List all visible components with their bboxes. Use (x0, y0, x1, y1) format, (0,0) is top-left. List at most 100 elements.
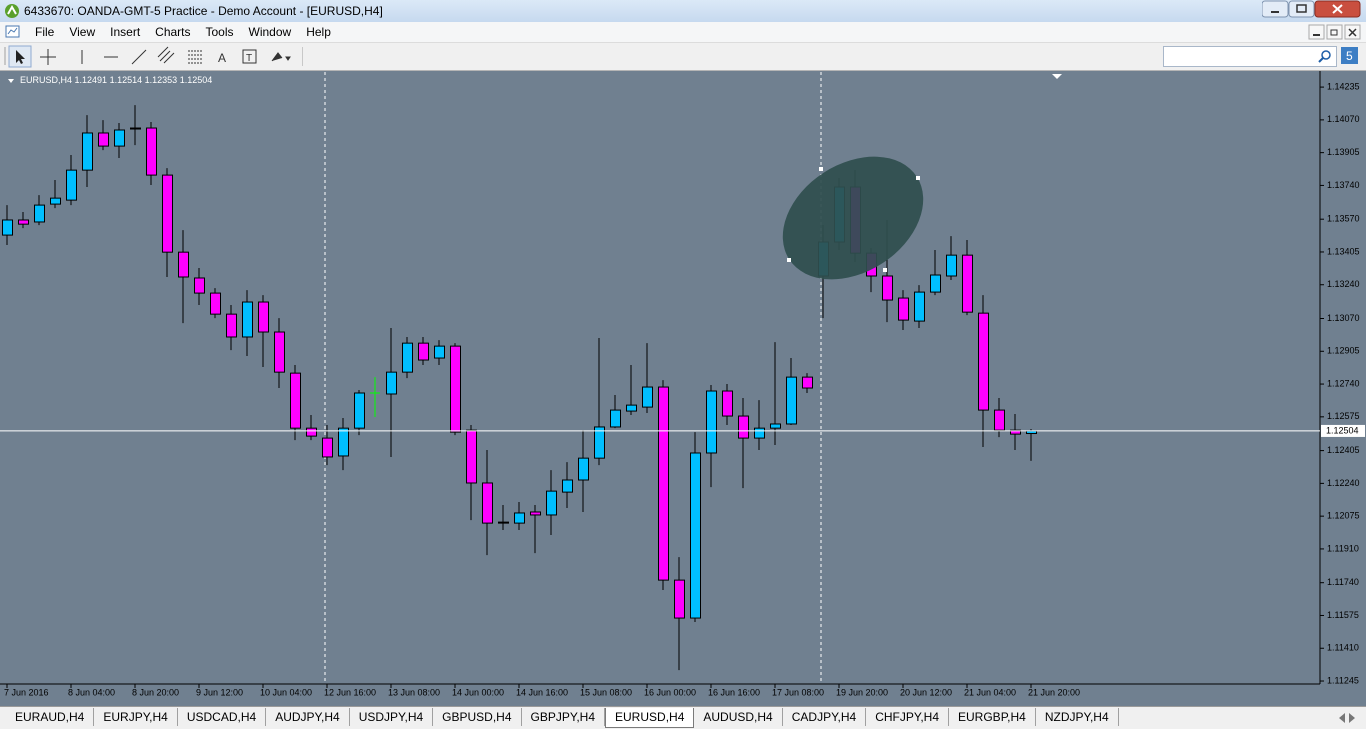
crosshair-tool[interactable] (40, 49, 56, 65)
app-icon (5, 4, 19, 18)
ellipse-drawing[interactable] (760, 131, 946, 304)
candle-body (674, 579, 685, 619)
candle-body (530, 511, 541, 516)
candle-body (354, 392, 365, 429)
mdi-restore-icon (1330, 29, 1338, 36)
mdi-minimize[interactable] (1308, 24, 1325, 40)
title-bar: 6433670: OANDA-GMT-5 Practice - Demo Acc… (0, 0, 1366, 23)
maximize-button[interactable] (1288, 0, 1315, 18)
chart-tab[interactable]: AUDJPY,H4 (266, 708, 350, 726)
chart-tab[interactable]: CADJPY,H4 (783, 708, 867, 726)
candle-body (946, 254, 957, 277)
chart-tab[interactable]: EURGBP,H4 (949, 708, 1036, 726)
text-tool[interactable]: A (218, 51, 226, 65)
chart-tab[interactable]: CHFJPY,H4 (866, 708, 950, 726)
chart-tab[interactable]: EURAUD,H4 (6, 708, 95, 726)
label-tool[interactable] (242, 49, 257, 64)
y-tick-label: 1.12905 (1327, 346, 1360, 356)
close-icon (1332, 4, 1343, 14)
x-tick-label: 16 Jun 00:00 (644, 687, 696, 697)
candle-body (290, 372, 301, 429)
minimize-button[interactable] (1262, 0, 1289, 18)
y-tick-label: 1.13240 (1327, 279, 1360, 289)
y-tick-label: 1.12240 (1327, 478, 1360, 488)
candle-body (466, 429, 477, 484)
handle[interactable] (883, 268, 887, 272)
candle-body (914, 291, 925, 322)
menu-item[interactable]: Charts (155, 25, 191, 39)
menu-item[interactable]: Help (306, 25, 331, 39)
handle[interactable] (787, 258, 791, 262)
chart-tab[interactable]: NZDJPY,H4 (1036, 708, 1119, 726)
candle-body (546, 490, 557, 516)
candle-body (306, 427, 317, 437)
search-icon (1318, 50, 1331, 63)
menu-item[interactable]: Insert (110, 25, 141, 39)
chart-tab[interactable]: AUDUSD,H4 (694, 708, 783, 726)
collapse-arrow[interactable] (8, 79, 14, 83)
candle-body (978, 312, 989, 411)
menu-item[interactable]: File (35, 25, 55, 39)
handle[interactable] (819, 167, 823, 171)
chart-tab[interactable]: USDCAD,H4 (178, 708, 267, 726)
y-tick-label: 1.11410 (1327, 643, 1359, 653)
y-tick-label: 1.13740 (1327, 180, 1360, 190)
handle[interactable] (916, 176, 920, 180)
search-box[interactable] (1163, 46, 1337, 67)
candle-body (802, 376, 813, 389)
chart-tab[interactable]: EURUSD,H4 (605, 708, 695, 728)
chart-tab[interactable]: USDJPY,H4 (350, 708, 434, 726)
mdi-close-icon (1348, 28, 1357, 37)
grip (4, 47, 6, 65)
chart-tab[interactable]: GBPUSD,H4 (433, 708, 522, 726)
price-axis-area (1320, 71, 1366, 706)
menu-item[interactable]: Tools (205, 25, 234, 39)
y-tick-label: 1.14235 (1327, 81, 1360, 91)
candle-body (226, 313, 237, 338)
arrows-tool[interactable] (271, 52, 291, 62)
y-tick-label: 1.11245 (1327, 675, 1359, 685)
x-tick-label: 21 Jun 20:00 (1028, 687, 1080, 697)
ohlc-low: 1.12353 (145, 75, 178, 85)
community-button[interactable]: 5 (1340, 46, 1360, 66)
maximize-icon (1296, 4, 1307, 13)
tab-scroll[interactable] (1335, 709, 1359, 727)
y-tick-label: 1.13905 (1327, 147, 1360, 157)
fibonacci-tool[interactable] (188, 50, 202, 64)
chart-shift-marker[interactable] (1052, 74, 1062, 79)
bid-label-box (1321, 424, 1365, 437)
mdi-restore[interactable] (1326, 24, 1343, 40)
trendline-tool[interactable] (131, 49, 147, 65)
candle-body (2, 219, 13, 236)
x-tick-label: 7 Jun 2016 (4, 687, 49, 697)
candle-body (1010, 429, 1021, 435)
chart: EURUSD,H4 1.12491 1.12514 1.12353 1.1250… (0, 71, 1366, 706)
candle-body (898, 297, 909, 321)
candle-body (66, 169, 77, 201)
candle-body (658, 386, 669, 581)
window-buttons (1262, 0, 1361, 18)
candle-body (274, 331, 285, 373)
x-tick-label: 15 Jun 08:00 (580, 687, 632, 697)
toolbar: A T 5 (0, 43, 1366, 71)
candle-body (594, 426, 605, 459)
tab-row: EURAUD,H4 EURJPY,H4 USDCAD,H4 AUDJPY,H4 USDJ… (6, 708, 1119, 728)
channel-tool[interactable] (157, 46, 175, 64)
candle-body (178, 251, 189, 278)
label-tool-icon: T (246, 53, 252, 64)
candle-body (930, 274, 941, 293)
x-tick-label: 14 Jun 16:00 (516, 687, 568, 697)
chart-info: EURUSD,H4 1.12491 1.12514 1.12353 1.1250… (20, 75, 212, 85)
candle-body (242, 301, 253, 338)
window-title: 6433670: OANDA-GMT-5 Practice - Demo Acc… (24, 4, 383, 18)
chart-tab[interactable]: GBPJPY,H4 (522, 708, 606, 726)
y-tick-label: 1.12575 (1327, 411, 1360, 421)
menu-item[interactable]: Window (248, 25, 292, 39)
ellipse-handles (787, 167, 920, 272)
candle-body (498, 521, 509, 524)
ohlc-close: 1.12504 (180, 75, 213, 85)
chart-tab[interactable]: EURJPY,H4 (94, 708, 178, 726)
candle-body (514, 512, 525, 524)
candle-body (418, 342, 429, 361)
menu-item[interactable]: View (69, 25, 96, 39)
